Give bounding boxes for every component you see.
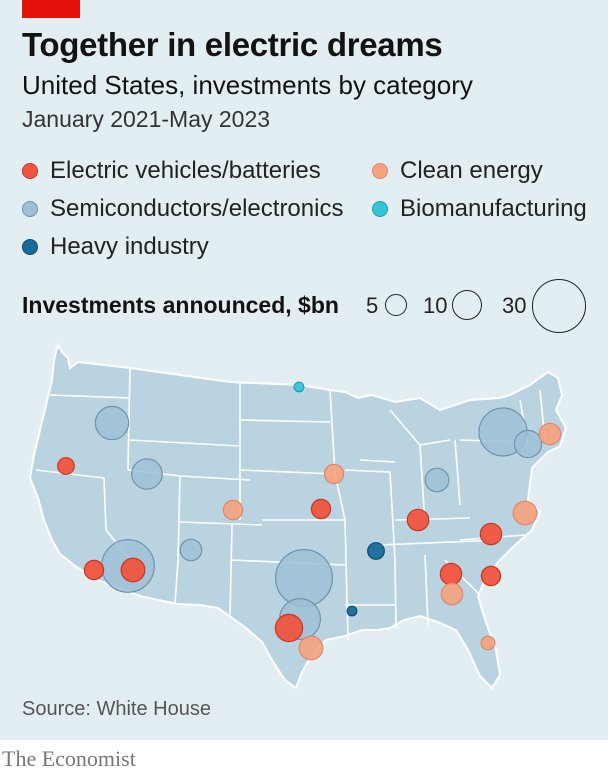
bio-dot-icon xyxy=(372,201,388,217)
size-label-30: 30 xyxy=(502,293,527,318)
point-semi-washington xyxy=(94,405,130,441)
border-oh-pa xyxy=(454,439,461,506)
point-clean-kansas xyxy=(323,463,345,485)
point-semi-upstate-new-york xyxy=(513,429,543,459)
chart-subtitle: United States, investments by category xyxy=(22,70,473,100)
border-mn-ia xyxy=(329,389,349,641)
point-semi-ohio xyxy=(424,467,450,493)
point-ev-southern-california xyxy=(83,559,105,581)
point-clean-colorado xyxy=(222,499,244,521)
date-range: January 2021-May 2023 xyxy=(22,106,271,132)
border-co-west xyxy=(179,521,263,526)
investment-points xyxy=(57,381,562,661)
point-heavy-louisiana xyxy=(346,605,358,617)
point-clean-massachusetts xyxy=(538,422,562,446)
point-semi-idaho xyxy=(131,458,163,490)
border-az-nm xyxy=(174,559,179,605)
size-legend-title: Investments announced, $bn xyxy=(22,292,339,318)
point-ev-oklahoma xyxy=(310,498,332,520)
legend-ev-label: Electric vehicles/batteries xyxy=(50,157,321,184)
border-wa-or xyxy=(49,394,131,399)
clean-dot-icon xyxy=(372,163,388,179)
point-semi-texas-north xyxy=(275,548,334,607)
point-semi-new-mexico xyxy=(179,538,203,562)
semi-dot-icon xyxy=(22,201,38,217)
legend-ev: Electric vehicles/batteries xyxy=(22,157,321,185)
border-id-west xyxy=(127,367,131,471)
point-ev-tennessee xyxy=(439,562,463,586)
point-ev-south-carolina xyxy=(480,565,502,587)
economist-logo: The Economist xyxy=(2,746,136,771)
legend-bio: Biomanufacturing xyxy=(372,195,587,223)
border-mi xyxy=(389,409,451,446)
brand-red-tab xyxy=(22,0,80,18)
point-bio-minnesota xyxy=(293,381,305,393)
legend-semi-label: Semiconductors/electronics xyxy=(50,195,344,222)
point-ev-kentucky xyxy=(406,508,430,532)
border-mo xyxy=(344,469,396,561)
chart-title: Together in electric dreams xyxy=(22,26,443,63)
point-ev-arizona xyxy=(120,557,146,583)
point-ev-north-carolina xyxy=(479,522,503,546)
legend-heavy-label: Heavy industry xyxy=(50,233,209,260)
size-circle-30 xyxy=(532,279,586,333)
border-al-ga xyxy=(424,554,429,626)
point-ev-texas-south xyxy=(274,613,304,643)
border-wi-il xyxy=(359,459,396,463)
legend-semi: Semiconductors/electronics xyxy=(22,195,343,223)
border-ms-al xyxy=(394,559,397,629)
size-label-10: 10 xyxy=(423,293,448,318)
point-clean-maryland xyxy=(512,500,538,526)
point-heavy-arkansas xyxy=(367,542,385,560)
ev-dot-icon xyxy=(22,163,38,179)
border-mt xyxy=(129,439,241,447)
size-circle-5 xyxy=(385,294,407,316)
state-borders xyxy=(35,367,546,641)
us-map xyxy=(28,342,568,690)
point-clean-florida xyxy=(480,635,496,651)
heavy-dot-icon xyxy=(22,239,38,255)
legend-bio-label: Biomanufacturing xyxy=(400,195,587,222)
point-ev-oregon xyxy=(57,457,75,475)
point-clean-gulf-coast xyxy=(298,635,324,661)
legend-heavy: Heavy industry xyxy=(22,233,209,261)
border-nm-tx xyxy=(229,524,233,616)
border-or-ca xyxy=(35,469,105,479)
legend-clean: Clean energy xyxy=(372,157,543,185)
legend-clean-label: Clean energy xyxy=(400,157,543,184)
border-wy xyxy=(179,475,251,481)
size-label-5: 5 xyxy=(366,293,379,318)
size-circle-10 xyxy=(452,290,482,320)
source-note: Source: White House xyxy=(22,698,211,720)
point-clean-georgia xyxy=(440,582,464,606)
border-tn xyxy=(379,539,501,546)
border-ne xyxy=(239,469,336,475)
border-nd-sd xyxy=(239,419,331,423)
